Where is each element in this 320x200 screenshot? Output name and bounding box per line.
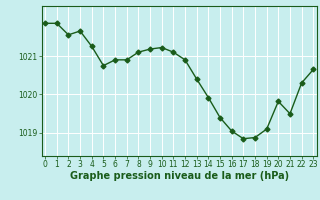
X-axis label: Graphe pression niveau de la mer (hPa): Graphe pression niveau de la mer (hPa) [70, 171, 289, 181]
